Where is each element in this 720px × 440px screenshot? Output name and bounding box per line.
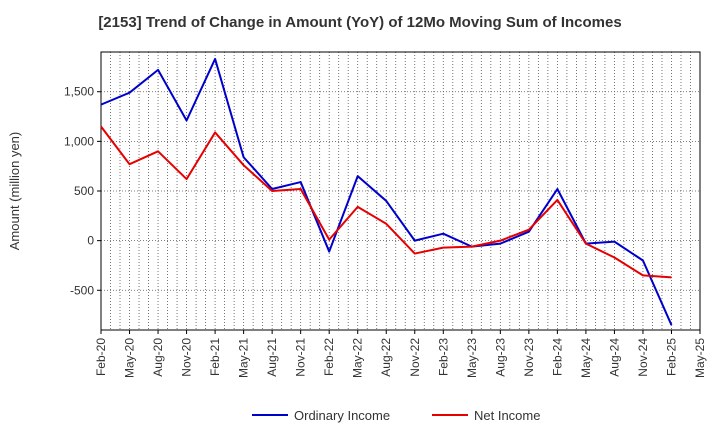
y-axis-ticks: -500 0 500 1,000 1,500 [64, 85, 101, 297]
ordinary-income-line [100, 57, 673, 326]
x-tick-label: Feb-22 [322, 338, 336, 376]
y-tick-label: 1,000 [64, 134, 94, 148]
x-tick-label: Nov-21 [294, 338, 308, 377]
x-tick-label: May-24 [579, 338, 593, 378]
x-tick-label: Aug-24 [607, 338, 621, 377]
y-axis-label: Amount (million yen) [7, 132, 22, 251]
y-tick-label: -500 [70, 283, 94, 297]
x-axis-ticks: Feb-20 May-20 Aug-20 Nov-20 Feb-21 May-21 Aug-… [94, 330, 707, 378]
x-tick-label: May-22 [351, 338, 365, 378]
legend-label: Net Income [474, 408, 540, 423]
legend-label: Ordinary Income [294, 408, 390, 423]
x-tick-label: May-25 [693, 338, 707, 378]
y-tick-label: 1,500 [64, 85, 94, 99]
x-tick-label: Nov-22 [408, 338, 422, 377]
x-tick-label: Nov-23 [522, 338, 536, 377]
x-tick-label: Aug-21 [265, 338, 279, 377]
y-tick-label: 0 [87, 234, 94, 248]
x-tick-label: Feb-23 [436, 338, 450, 376]
grid [100, 52, 701, 330]
legend: Ordinary Income Net Income [252, 408, 540, 423]
x-tick-label: May-21 [237, 338, 251, 378]
x-tick-label: May-23 [465, 338, 479, 378]
x-tick-label: Aug-20 [151, 338, 165, 377]
x-tick-label: Feb-24 [550, 338, 564, 376]
y-tick-label: 500 [74, 184, 94, 198]
series-lines [100, 57, 673, 326]
x-tick-label: Feb-20 [94, 338, 108, 376]
plot-area [100, 51, 701, 331]
chart-title: [2153] Trend of Change in Amount (YoY) o… [98, 14, 622, 31]
x-tick-label: May-20 [123, 338, 137, 378]
net-income-line [100, 125, 672, 279]
x-tick-label: Aug-22 [379, 338, 393, 377]
x-tick-label: Nov-20 [180, 338, 194, 377]
x-tick-label: Feb-21 [208, 338, 222, 376]
x-tick-label: Nov-24 [636, 338, 650, 377]
x-tick-label: Feb-25 [664, 338, 678, 376]
x-tick-label: Aug-23 [493, 338, 507, 377]
